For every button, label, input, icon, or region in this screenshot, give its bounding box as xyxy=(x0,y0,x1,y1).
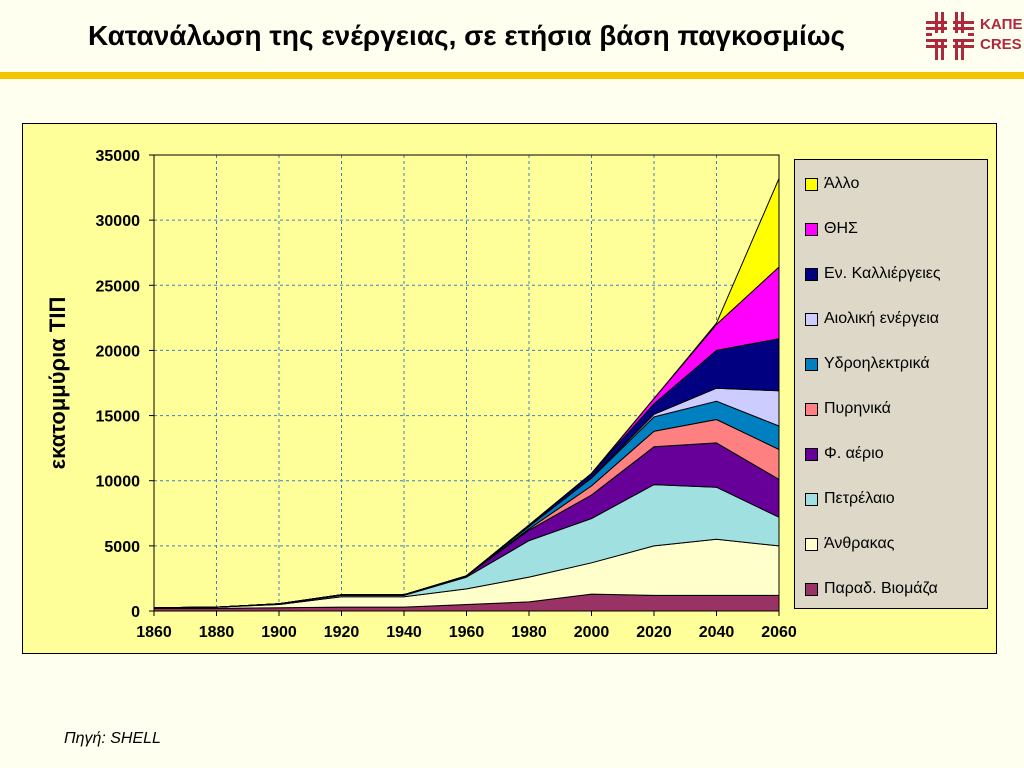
y-tick-label: 35000 xyxy=(96,148,141,165)
legend-label: Πυρηνικά xyxy=(824,400,891,417)
chart-area: 0 5000 10000 15000 20000 25000 30000 35000 1860 1… xyxy=(22,123,997,654)
x-tick-label: 1960 xyxy=(449,624,485,641)
y-tick-label: 0 xyxy=(131,604,140,621)
legend-swatch xyxy=(805,537,818,551)
legend-item: Άλλο xyxy=(805,174,859,194)
legend-item: Παραδ. Βιομάζα xyxy=(805,579,938,599)
legend-item: Υδροηλεκτρικά xyxy=(805,354,930,374)
legend-item: Άνθρακας xyxy=(805,534,894,554)
y-tick-label: 25000 xyxy=(96,278,141,295)
x-tick-label: 1900 xyxy=(261,624,297,641)
x-tick-label: 1880 xyxy=(199,624,235,641)
legend-item: Αιολική ενέργεια xyxy=(805,309,939,329)
legend-label: Εν. Καλλιέργειες xyxy=(824,265,941,282)
x-tick-label: 2020 xyxy=(636,624,672,641)
x-tick-label: 1980 xyxy=(511,624,547,641)
x-tick-label: 1940 xyxy=(386,624,422,641)
slide-title: Κατανάλωση της ενέργειας, σε ετήσια βάση… xyxy=(88,20,846,51)
legend-label: Αιολική ενέργεια xyxy=(824,310,940,327)
legend-swatch xyxy=(805,447,818,461)
y-tick-label: 5000 xyxy=(104,539,140,556)
x-tick-label: 2060 xyxy=(761,624,797,641)
legend-item: Πυρηνικά xyxy=(805,399,891,419)
logo-text-cres: CRES xyxy=(980,36,1022,53)
x-tick-label: 2040 xyxy=(699,624,735,641)
y-tick-label: 10000 xyxy=(96,474,141,491)
legend-swatch xyxy=(805,582,818,596)
cres-logo xyxy=(922,8,1024,64)
legend-swatch xyxy=(805,177,818,191)
x-tick-label: 2000 xyxy=(574,624,610,641)
y-tick-label: 15000 xyxy=(96,409,141,426)
legend-item: ΘΗΣ xyxy=(805,219,858,239)
legend-label: Άλλο xyxy=(824,175,860,192)
legend-swatch xyxy=(805,402,818,416)
y-tick-label: 20000 xyxy=(96,343,141,360)
source-note: Πηγή: SHELL xyxy=(64,730,161,747)
legend-label: Παραδ. Βιομάζα xyxy=(824,580,938,597)
cres-logo-mark-icon xyxy=(926,12,974,60)
x-tick-label: 1860 xyxy=(136,624,172,641)
stacked-area-chart: 0 5000 10000 15000 20000 25000 30000 35000 1860 1… xyxy=(45,148,797,641)
x-tick-label: 1920 xyxy=(324,624,360,641)
legend-label: Άνθρακας xyxy=(824,535,895,552)
legend-swatch xyxy=(805,357,818,371)
legend-swatch xyxy=(805,222,818,236)
legend-swatch xyxy=(805,492,818,506)
legend-swatch xyxy=(805,267,818,281)
chart-legend: Άλλο ΘΗΣ Εν. Καλλιέργειες Αιολική ενέργεια Υ… xyxy=(794,159,988,609)
legend-label: ΘΗΣ xyxy=(824,220,858,237)
legend-item: Εν. Καλλιέργειες xyxy=(805,264,941,284)
legend-item: Πετρέλαιο xyxy=(805,489,895,509)
legend-label: Φ. αέριο xyxy=(824,445,884,462)
legend-swatch xyxy=(805,312,818,326)
logo-text-kape: ΚΑΠΕ xyxy=(980,16,1023,33)
legend-item: Φ. αέριο xyxy=(805,444,884,464)
title-accent-rule xyxy=(0,72,1024,79)
legend-label: Υδροηλεκτρικά xyxy=(824,355,930,372)
y-tick-label: 30000 xyxy=(96,213,141,230)
legend-label: Πετρέλαιο xyxy=(824,490,895,507)
y-axis-label: εκατομμύρια ΤΙΠ xyxy=(45,297,70,470)
